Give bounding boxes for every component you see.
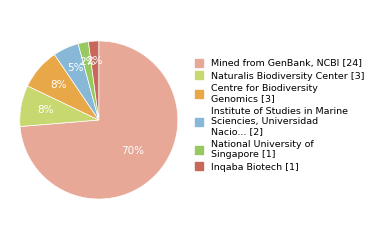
Wedge shape [89,41,99,120]
Text: 2%: 2% [87,56,103,66]
Legend: Mined from GenBank, NCBI [24], Naturalis Biodiversity Center [3], Centre for Bio: Mined from GenBank, NCBI [24], Naturalis… [195,59,364,172]
Text: 8%: 8% [38,105,54,115]
Wedge shape [20,41,178,199]
Wedge shape [54,44,99,120]
Text: 5%: 5% [67,63,83,73]
Wedge shape [20,86,99,126]
Wedge shape [27,54,99,120]
Wedge shape [78,42,99,120]
Text: 2%: 2% [79,57,95,67]
Text: 8%: 8% [50,80,66,90]
Text: 70%: 70% [121,146,144,156]
